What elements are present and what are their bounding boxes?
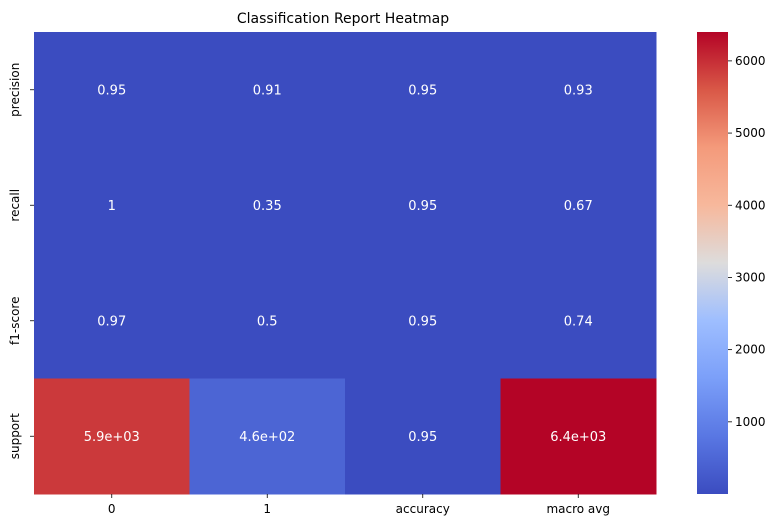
colorbar-tick-label: 2000	[735, 343, 766, 357]
heatmap-cell	[189, 32, 346, 148]
heatmap-cell	[189, 263, 346, 379]
heatmap-cell	[189, 147, 346, 264]
x-tick-label: 0	[108, 502, 116, 516]
cell-annotation: 1	[108, 199, 116, 214]
cell-annotation: 0.5	[257, 314, 278, 329]
x-axis: 0 1 accuracy macro avg	[108, 494, 610, 516]
y-tick-label: support	[8, 413, 22, 459]
cell-annotation: 0.95	[408, 83, 437, 98]
heatmap-cell	[345, 263, 501, 379]
cell-annotation: 0.95	[408, 430, 437, 445]
heatmap-cell	[500, 32, 657, 148]
cell-annotation: 0.91	[253, 83, 282, 98]
cell-annotation: 0.95	[408, 199, 437, 214]
x-tick-label: 1	[263, 502, 271, 516]
heatmap-cell	[500, 263, 657, 379]
heatmap-cells: 0.95 0.91 0.95 0.93 1 0.35 0.95 0.67 0.97 0.5 0.95…	[34, 32, 657, 495]
heatmap-cell	[34, 32, 190, 148]
heatmap-cell	[189, 378, 346, 495]
y-tick-label: precision	[8, 63, 22, 117]
cell-annotation: 0.67	[564, 199, 593, 214]
heatmap-cell	[345, 378, 501, 495]
heatmap-cell	[345, 147, 501, 264]
cell-annotation: 6.4e+03	[550, 430, 606, 445]
heatmap-cell	[34, 263, 190, 379]
colorbar-tick-label: 5000	[735, 126, 766, 140]
heatmap-cell	[345, 32, 501, 148]
cell-annotation: 0.97	[97, 314, 126, 329]
cell-annotation: 0.95	[97, 83, 126, 98]
y-tick-label: f1-score	[8, 297, 22, 345]
colorbar-tick-label: 6000	[735, 54, 766, 68]
colorbar-tick-label: 1000	[735, 415, 766, 429]
heatmap-cell	[34, 378, 190, 495]
colorbar-gradient	[697, 32, 728, 494]
y-tick-label: recall	[8, 189, 22, 222]
heatmap-cell	[500, 378, 657, 495]
colorbar-tick-label: 4000	[735, 198, 766, 212]
cell-annotation: 0.35	[253, 199, 282, 214]
cell-annotation: 5.9e+03	[84, 430, 140, 445]
colorbar: 1000 2000 3000 4000 5000 6000	[697, 32, 766, 494]
cell-annotation: 0.74	[564, 314, 593, 329]
y-axis: precision recall f1-score support	[8, 63, 34, 459]
heatmap-cell	[34, 147, 190, 264]
cell-annotation: 0.93	[564, 83, 593, 98]
x-tick-label: accuracy	[396, 502, 450, 516]
chart-title: Classification Report Heatmap	[237, 11, 449, 27]
heatmap-cell	[500, 147, 657, 264]
cell-annotation: 0.95	[408, 314, 437, 329]
colorbar-tick-label: 3000	[735, 270, 766, 284]
x-tick-label: macro avg	[546, 502, 610, 516]
cell-annotation: 4.6e+02	[239, 430, 295, 445]
